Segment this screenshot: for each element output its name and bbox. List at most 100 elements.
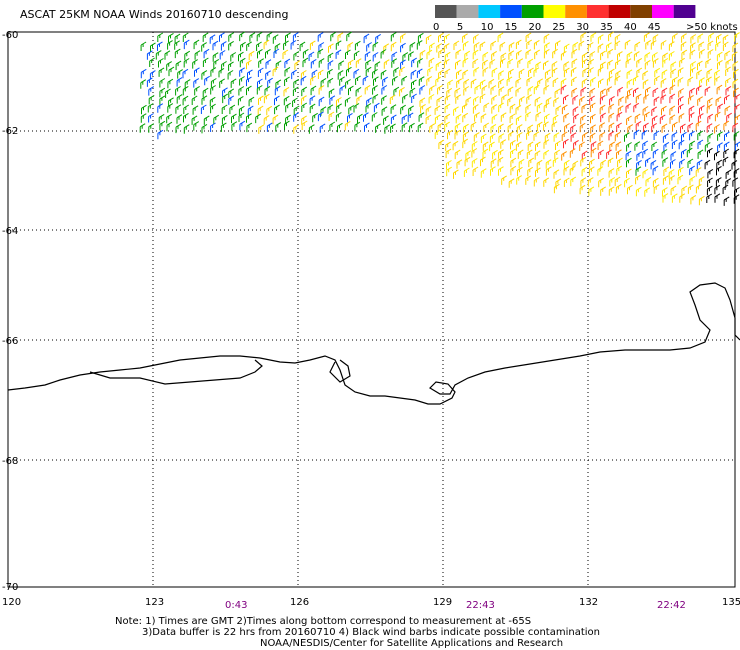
wind-barb — [678, 139, 685, 150]
wind-barb — [672, 76, 678, 87]
wind-barb — [516, 49, 522, 60]
wind-barb — [663, 141, 670, 152]
wind-barb — [617, 157, 623, 168]
wind-barb — [473, 66, 480, 77]
wind-barb — [434, 129, 441, 139]
wind-barb — [733, 168, 740, 178]
wind-barb — [482, 141, 489, 151]
wind-barb — [317, 111, 324, 122]
wind-barb — [688, 94, 694, 105]
wind-barb — [375, 33, 381, 44]
wind-barb — [383, 43, 390, 53]
wind-barb — [690, 61, 696, 71]
wind-barb — [678, 95, 684, 106]
y-tick-label: -60 — [2, 30, 18, 41]
wind-barb — [561, 131, 568, 141]
wind-barb — [293, 105, 300, 115]
wind-barb — [409, 87, 416, 98]
wind-barb — [722, 184, 729, 194]
wind-barb — [536, 121, 543, 132]
wind-barb — [733, 194, 740, 204]
wind-barb — [615, 59, 621, 69]
wind-barb — [543, 33, 550, 44]
wind-barb — [444, 121, 450, 132]
wind-barb — [508, 50, 515, 60]
wind-barb — [635, 93, 642, 104]
wind-barb — [418, 112, 425, 122]
wind-barb — [258, 58, 264, 68]
wind-barb — [417, 32, 424, 43]
wind-barb — [202, 57, 209, 67]
wind-barb — [624, 39, 631, 50]
wind-barb — [662, 133, 669, 143]
wind-barb — [470, 78, 477, 89]
wind-barb — [553, 132, 560, 142]
wind-barb — [411, 79, 417, 89]
wind-barb — [255, 113, 261, 124]
wind-barb — [248, 50, 255, 61]
wind-barb — [516, 124, 523, 134]
wind-barb — [272, 66, 279, 77]
wind-barb — [265, 48, 271, 59]
wind-barb — [569, 165, 576, 176]
wind-barb — [579, 184, 586, 195]
wind-barb — [365, 59, 372, 70]
wind-barb — [732, 61, 739, 71]
wind-barb — [366, 42, 372, 52]
wind-barb — [444, 68, 451, 78]
wind-barb — [310, 75, 316, 86]
wind-barb — [329, 95, 336, 105]
wind-barb — [573, 113, 579, 124]
wind-barb — [140, 79, 147, 89]
wind-barb — [375, 123, 381, 133]
wind-barb — [480, 168, 487, 178]
wind-barb — [462, 40, 469, 51]
wind-barb — [609, 95, 615, 106]
wind-barb — [634, 141, 641, 151]
wind-barb — [389, 94, 396, 104]
wind-barb — [263, 93, 270, 104]
wind-barb — [462, 131, 469, 141]
wind-barb — [722, 34, 729, 44]
wind-barb — [290, 40, 297, 50]
wind-barb — [642, 168, 649, 179]
wind-barb — [456, 78, 462, 88]
wind-barb — [525, 49, 532, 59]
wind-barb — [392, 75, 398, 86]
wind-barb — [624, 177, 630, 188]
y-tick-label: -68 — [2, 456, 18, 467]
wind-barb — [632, 75, 639, 86]
wind-barb — [706, 68, 713, 79]
wind-barb — [642, 106, 649, 116]
wind-barb — [275, 122, 282, 132]
wind-barb — [336, 97, 342, 107]
wind-barb — [642, 140, 649, 150]
wind-barb — [518, 68, 525, 78]
wind-barb — [372, 68, 378, 79]
wind-barb — [732, 122, 739, 133]
wind-barb — [184, 79, 191, 89]
wind-barb — [600, 112, 606, 123]
wind-barb — [491, 67, 498, 78]
wind-barb — [552, 48, 558, 59]
wind-barb — [348, 85, 354, 96]
wind-barb — [608, 103, 615, 114]
wind-barb — [696, 85, 702, 95]
wind-barb — [697, 60, 703, 71]
wind-barb — [328, 43, 334, 53]
wind-barb — [491, 95, 498, 105]
wind-barb — [274, 104, 280, 115]
wind-barb — [479, 93, 486, 103]
wind-barb — [454, 87, 461, 98]
wind-barb — [455, 49, 462, 59]
wind-barb — [681, 49, 688, 60]
wind-barb — [328, 111, 335, 121]
wind-barb — [489, 141, 495, 152]
wind-barb — [734, 32, 740, 42]
wind-barb — [698, 195, 705, 206]
wind-barb — [723, 120, 730, 131]
wind-barb — [543, 139, 550, 149]
wind-barb — [335, 49, 342, 59]
wind-barb — [690, 67, 696, 77]
